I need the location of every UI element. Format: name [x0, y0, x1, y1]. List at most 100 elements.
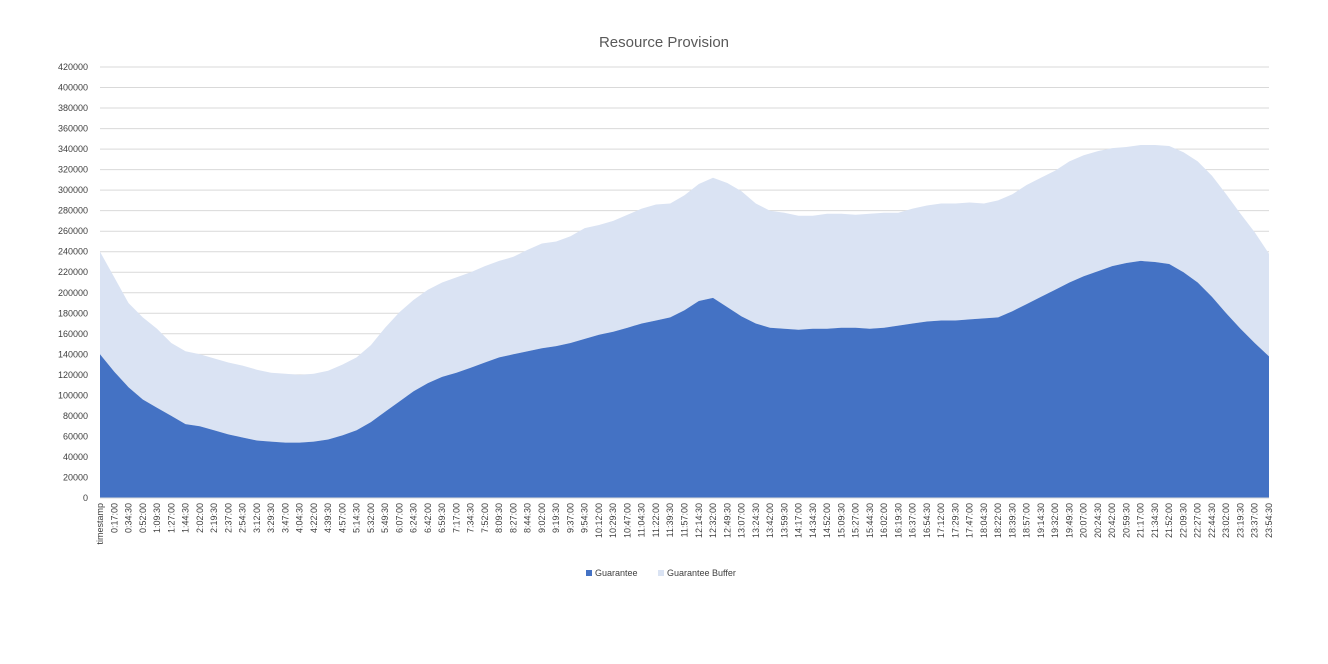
x-tick-label: 13:24:30	[751, 503, 761, 538]
x-tick-label: 4:39:30	[323, 503, 333, 533]
x-tick-label: 7:34:30	[466, 503, 476, 533]
y-tick-label: 180000	[58, 308, 88, 318]
y-tick-label: 80000	[63, 411, 88, 421]
x-tick-label: 17:47:00	[965, 503, 975, 538]
y-tick-label: 400000	[58, 83, 88, 93]
y-tick-label: 120000	[58, 370, 88, 380]
x-tick-label: 17:12:00	[936, 503, 946, 538]
legend-label: Guarantee Buffer	[667, 568, 736, 578]
x-tick-label: 16:37:00	[908, 503, 918, 538]
x-tick-label: 9:19:30	[551, 503, 561, 533]
x-tick-label: 10:29:30	[608, 503, 618, 538]
x-tick-label: 14:17:00	[794, 503, 804, 538]
y-tick-label: 320000	[58, 165, 88, 175]
x-tick-label: 13:59:30	[779, 503, 789, 538]
x-tick-label: 3:12:00	[252, 503, 262, 533]
y-tick-label: 260000	[58, 226, 88, 236]
y-tick-label: 380000	[58, 103, 88, 113]
x-tick-label: 12:14:30	[694, 503, 704, 538]
x-tick-label: 6:07:00	[394, 503, 404, 533]
x-tick-label: 1:44:30	[181, 503, 191, 533]
y-tick-label: 200000	[58, 288, 88, 298]
x-tick-label: 18:22:00	[993, 503, 1003, 538]
y-tick-label: 140000	[58, 349, 88, 359]
x-tick-label: 16:02:00	[879, 503, 889, 538]
x-tick-label: 9:02:00	[537, 503, 547, 533]
x-tick-label: 11:57:00	[680, 503, 690, 537]
x-tick-label: 6:59:30	[437, 503, 447, 533]
series-areas	[100, 145, 1269, 498]
x-tick-label: 2:54:30	[238, 503, 248, 533]
x-tick-label: 14:52:00	[822, 503, 832, 538]
axes: 0 20000 40000 60000 80000 100000 120000 140000 1…	[58, 62, 1274, 545]
x-tick-label: 23:54:30	[1264, 503, 1274, 538]
x-tick-label: 16:54:30	[922, 503, 932, 538]
x-tick-label: 12:49:30	[722, 503, 732, 538]
y-tick-label: 100000	[58, 390, 88, 400]
y-tick-label: 20000	[63, 472, 88, 482]
x-tick-label: 23:19:30	[1235, 503, 1245, 538]
y-tick-label: 220000	[58, 267, 88, 277]
x-tick-label: 23:02:00	[1221, 503, 1231, 538]
y-tick-label: 360000	[58, 124, 88, 134]
legend-swatch	[586, 570, 592, 576]
x-tick-label: 6:42:00	[423, 503, 433, 533]
x-tick-label: 5:49:30	[380, 503, 390, 533]
x-tick-label: 20:24:30	[1093, 503, 1103, 538]
x-tick-label: 2:19:30	[209, 503, 219, 533]
x-tick-label: 15:44:30	[865, 503, 875, 538]
x-tick-label: 19:32:00	[1050, 503, 1060, 538]
x-tick-label: 8:09:30	[494, 503, 504, 533]
x-tick-label: 8:44:30	[523, 503, 533, 533]
series-area-guarantee-buffer	[100, 145, 1269, 443]
x-tick-label: 15:27:00	[851, 503, 861, 538]
x-tick-label: 0:52:00	[138, 503, 148, 533]
x-tick-label: 8:27:00	[508, 503, 518, 533]
y-tick-label: 240000	[58, 247, 88, 257]
x-tick-label: 1:09:30	[152, 503, 162, 533]
legend-swatch	[658, 570, 664, 576]
y-tick-label: 280000	[58, 206, 88, 216]
x-tick-label: 1:27:00	[166, 503, 176, 533]
x-tick-label: 6:24:30	[409, 503, 419, 533]
y-tick-label: 420000	[58, 62, 88, 72]
x-tick-label: 3:47:00	[280, 503, 290, 533]
x-tick-label: 4:22:00	[309, 503, 319, 533]
y-tick-label: 160000	[58, 329, 88, 339]
x-tick-label: 22:27:00	[1193, 503, 1203, 538]
x-tick-label: 20:07:00	[1079, 503, 1089, 538]
legend-label: Guarantee	[595, 568, 638, 578]
x-tick-label: 19:49:30	[1064, 503, 1074, 538]
y-tick-label: 300000	[58, 185, 88, 195]
x-tick-label: 3:29:30	[266, 503, 276, 533]
x-tick-label: 11:04:30	[637, 503, 647, 537]
x-tick-label: 4:04:30	[295, 503, 305, 533]
x-tick-label: 11:39:30	[665, 503, 675, 537]
y-tick-label: 40000	[63, 452, 88, 462]
x-tick-label: 7:17:00	[451, 503, 461, 533]
x-tick-label: 0:34:30	[124, 503, 134, 533]
x-tick-label: 17:29:30	[950, 503, 960, 538]
x-tick-label: 10:47:00	[622, 503, 632, 538]
x-tick-label: 13:07:00	[737, 503, 747, 538]
legend: Guarantee Guarantee Buffer	[586, 568, 736, 578]
x-tick-label: 18:04:30	[979, 503, 989, 538]
x-tick-label: 21:52:00	[1164, 503, 1174, 538]
chart-title: Resource Provision	[599, 34, 729, 51]
x-tick-label: 4:57:00	[337, 503, 347, 533]
x-tick-label: 5:32:00	[366, 503, 376, 533]
x-tick-label: 15:09:30	[836, 503, 846, 538]
x-tick-label: 18:57:00	[1022, 503, 1032, 538]
x-tick-label: 14:34:30	[808, 503, 818, 538]
series-area-guarantee	[100, 260, 1269, 498]
y-tick-label: 60000	[63, 431, 88, 441]
x-tick-label: 20:42:00	[1107, 503, 1117, 538]
x-tick-label: 9:54:30	[580, 503, 590, 533]
x-tick-label: 19:14:30	[1036, 503, 1046, 538]
x-tick-label: 21:17:00	[1136, 503, 1146, 538]
x-tick-label: 0:17:00	[109, 503, 119, 533]
x-tick-label: 10:12:00	[594, 503, 604, 538]
x-tick-label: 12:32:00	[708, 503, 718, 538]
